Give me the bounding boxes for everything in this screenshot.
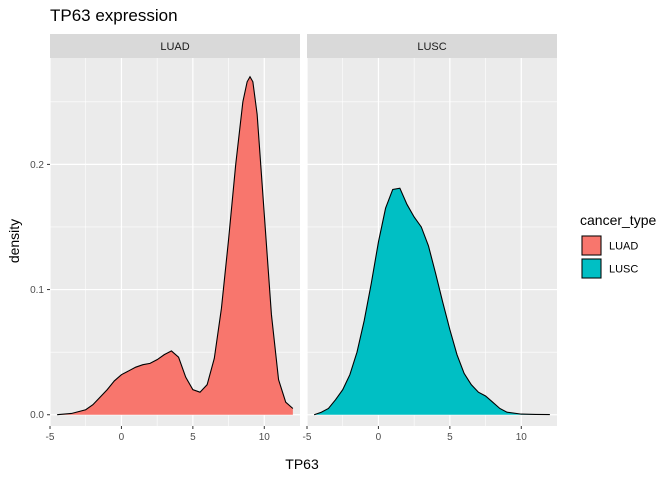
y-tick-label: 0.1 [30,285,44,296]
chart-title: TP63 expression [50,6,178,25]
y-axis: 0.0 0.1 0.2 [30,160,50,421]
x-tick-label: 0 [119,432,125,443]
legend-title: cancer_type [580,212,656,228]
density-line-luad [57,75,294,416]
legend: cancer_type LUAD LUSC [580,212,656,279]
facet-strip [307,34,557,58]
facet-strip-label: LUSC [417,41,446,53]
density-area-luad [57,76,293,415]
x-tick-label: -5 [303,432,312,443]
legend-swatch [581,235,602,256]
x-tick-label: 10 [516,432,528,443]
x-tick-label: -5 [46,432,55,443]
y-axis-title: density [6,219,22,263]
legend-label: LUSC [609,264,638,276]
facet-panels: LUAD -5 0 5 10 LUSC -5 0 5 10 [46,34,557,443]
legend-item-lusc: LUSC [581,258,638,279]
legend-item-luad: LUAD [581,235,638,256]
x-tick-label: 0 [376,432,382,443]
density-area-lusc [314,188,550,415]
legend-swatch [581,258,602,279]
x-tick-label: 5 [190,432,196,443]
legend-label: LUAD [609,241,638,253]
panel-luad: LUAD -5 0 5 10 [46,34,300,443]
facet-strip [50,34,300,58]
panel-lusc: LUSC -5 0 5 10 [303,34,557,443]
density-line-lusc [313,187,550,416]
x-tick-label: 5 [447,432,453,443]
y-tick-label: 0.0 [30,410,44,421]
x-tick-label: 10 [259,432,271,443]
facet-strip-label: LUAD [160,41,189,53]
x-axis-title: TP63 [285,456,319,472]
y-tick-label: 0.2 [30,160,44,171]
